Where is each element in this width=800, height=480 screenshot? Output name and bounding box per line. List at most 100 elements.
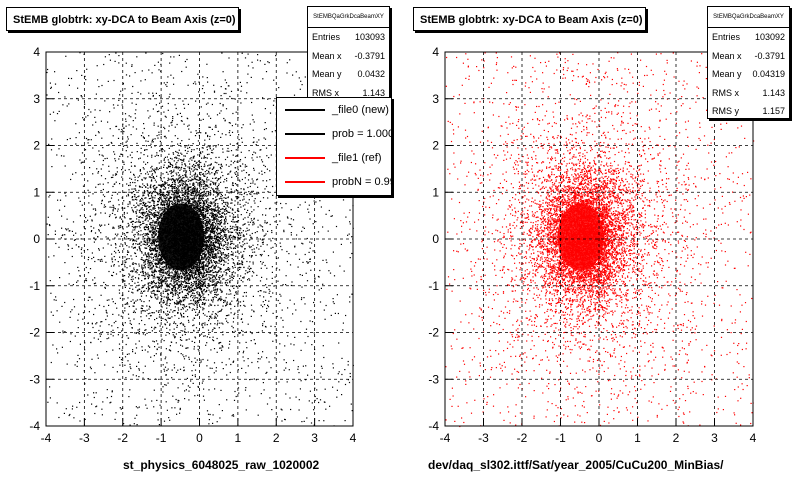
scatter-point [132,374,134,376]
scatter-point [187,188,190,190]
scatter-point [106,157,108,159]
scatter-point [273,100,275,102]
scatter-point [268,157,270,159]
scatter-point [82,185,85,187]
scatter-point [140,208,142,210]
scatter-point [262,180,264,182]
scatter-point [144,263,147,265]
scatter-point [229,268,231,270]
scatter-point [349,301,351,303]
scatter-point [167,289,169,292]
scatter-point [142,243,144,245]
scatter-point [200,279,202,281]
scatter-point [221,258,223,261]
scatter-point [210,187,212,189]
scatter-point [217,203,219,205]
scatter-point [129,154,131,156]
scatter-point [195,314,197,316]
scatter-point [167,288,169,290]
scatter-point [123,191,125,193]
scatter-point [173,160,175,162]
scatter-point [200,280,202,282]
scatter-point [171,204,173,206]
scatter-point [151,72,153,74]
scatter-point [172,166,174,168]
scatter-point [215,282,217,284]
scatter-point [184,289,186,291]
scatter-point [224,221,226,223]
scatter-point [197,278,199,280]
scatter-point [222,346,224,348]
scatter-point [150,247,152,249]
scatter-point [185,339,187,341]
scatter-point [91,219,93,221]
scatter-point [184,398,186,400]
scatter-point [285,203,287,205]
scatter-point [223,197,225,199]
scatter-point [72,221,75,223]
scatter-point [213,208,215,210]
scatter-point [158,247,160,249]
scatter-point [192,205,194,207]
scatter-point [155,262,157,264]
scatter-point [140,316,142,318]
scatter-point [165,137,167,139]
scatter-point [197,164,199,166]
scatter-point [139,216,141,218]
scatter-point [97,357,99,359]
scatter-point [189,176,191,178]
scatter-point [129,389,131,391]
scatter-point [251,220,253,222]
scatter-point [109,402,111,404]
scatter-point [306,237,308,240]
scatter-point [197,272,199,274]
scatter-point [152,277,154,279]
scatter-point [208,193,210,195]
scatter-point [201,324,203,326]
scatter-point [144,284,146,286]
scatter-point [172,116,174,118]
scatter-point [114,208,116,210]
scatter-point [210,192,212,194]
scatter-point [229,143,231,145]
scatter-point [169,303,171,305]
scatter-point [197,284,199,286]
scatter-point [200,119,202,121]
scatter-point [203,228,205,231]
scatter-point [264,264,266,267]
scatter-point [144,79,146,81]
scatter-point [238,278,241,280]
scatter-point [195,285,197,287]
scatter-point [143,137,145,139]
scatter-point [162,211,164,213]
scatter-point [202,214,205,216]
scatter-point [184,181,186,183]
scatter-point [236,228,238,230]
scatter-point [206,236,208,238]
scatter-point [199,258,201,260]
scatter-point [250,218,252,220]
scatter-point [165,289,167,291]
scatter-point [68,84,70,86]
scatter-point [128,276,130,278]
scatter-point [200,295,202,297]
scatter-point [167,265,169,267]
scatter-point [106,351,108,353]
scatter-point [177,143,179,145]
scatter-point [211,203,213,205]
scatter-point [221,322,223,324]
scatter-point [197,184,199,186]
scatter-point [218,243,220,245]
scatter-point [239,180,241,182]
scatter-point [127,203,129,205]
scatter-point [185,193,187,195]
scatter-point [55,299,57,301]
scatter-point [208,235,210,237]
scatter-point [142,209,144,211]
scatter-point [138,225,140,227]
scatter-point [216,271,218,274]
scatter-point [215,317,217,319]
scatter-point [232,259,234,261]
scatter-point [205,206,207,208]
scatter-point [159,265,161,267]
